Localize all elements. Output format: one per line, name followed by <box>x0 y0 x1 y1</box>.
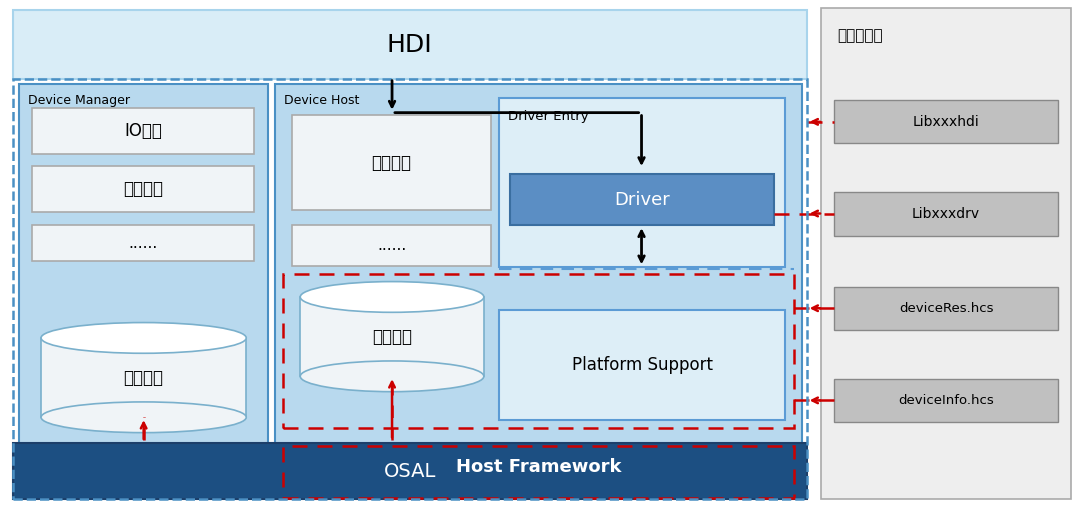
Ellipse shape <box>41 402 246 433</box>
Text: 配置管理: 配置管理 <box>123 180 163 199</box>
Bar <box>32 225 254 261</box>
Text: 设备资源: 设备资源 <box>372 328 413 346</box>
Bar <box>32 166 254 212</box>
Text: IO管理: IO管理 <box>124 121 162 140</box>
Bar <box>13 10 807 79</box>
Text: deviceRes.hcs: deviceRes.hcs <box>899 302 994 315</box>
Bar <box>13 79 807 499</box>
Bar <box>499 98 785 267</box>
Text: Device Manager: Device Manager <box>28 94 130 106</box>
Bar <box>499 310 785 420</box>
Text: Driver Entry: Driver Entry <box>508 110 589 122</box>
Text: Libxxxdrv: Libxxxdrv <box>912 207 981 221</box>
Text: Host Framework: Host Framework <box>456 458 622 476</box>
Bar <box>283 274 794 428</box>
Text: Libxxxhdi: Libxxxhdi <box>913 115 980 129</box>
Text: deviceInfo.hcs: deviceInfo.hcs <box>899 394 994 407</box>
Bar <box>32 108 254 154</box>
Text: 驱动程序包: 驱动程序包 <box>837 28 882 43</box>
Text: Platform Support: Platform Support <box>571 356 713 374</box>
Bar <box>292 115 491 210</box>
Text: Driver: Driver <box>615 190 670 209</box>
Bar <box>834 287 1058 330</box>
Text: HDI: HDI <box>387 33 433 57</box>
Bar <box>510 174 774 225</box>
Ellipse shape <box>300 361 484 392</box>
Bar <box>834 379 1058 422</box>
Text: Device Host: Device Host <box>284 94 360 106</box>
Bar <box>283 446 794 498</box>
Bar <box>275 84 802 493</box>
Text: 设备信息: 设备信息 <box>123 369 164 387</box>
Bar <box>292 225 491 266</box>
Bar <box>19 84 268 493</box>
Bar <box>283 100 795 487</box>
Text: ......: ...... <box>377 238 406 253</box>
Bar <box>821 8 1071 499</box>
Bar <box>834 100 1058 143</box>
Text: 动态加载: 动态加载 <box>372 154 411 172</box>
Polygon shape <box>41 338 246 417</box>
Ellipse shape <box>300 282 484 312</box>
Bar <box>834 192 1058 236</box>
Bar <box>13 443 807 499</box>
Text: ......: ...... <box>129 236 158 251</box>
Polygon shape <box>300 297 484 376</box>
Text: OSAL: OSAL <box>383 461 436 481</box>
Ellipse shape <box>41 323 246 353</box>
